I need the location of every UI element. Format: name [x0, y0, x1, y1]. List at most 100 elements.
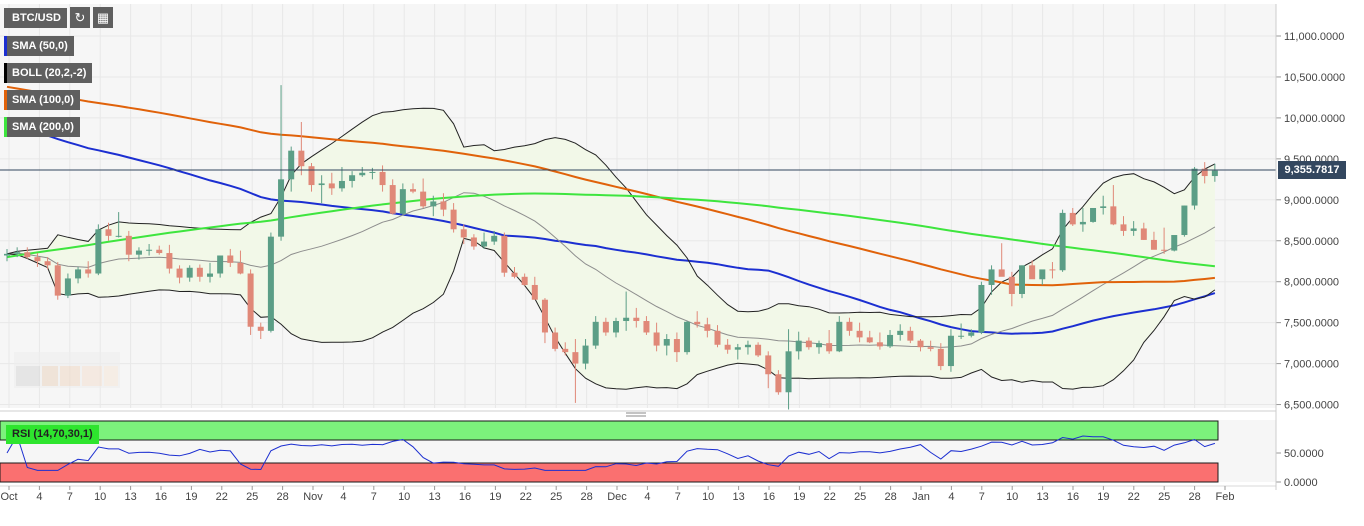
candle-body [217, 255, 224, 274]
candle-body [1130, 228, 1137, 231]
candle-body [552, 332, 559, 349]
legend-swatch-sma-100 [4, 90, 7, 110]
date-tick-label: 10 [1006, 491, 1018, 503]
candle-body [582, 345, 589, 364]
rsi-overbought-zone [0, 420, 1219, 441]
symbol-label[interactable]: BTC/USD [4, 8, 67, 28]
legend-bollinger[interactable]: BOLL (20,2,-2) [4, 63, 93, 83]
date-tick-label: 13 [124, 491, 136, 503]
rsi-label[interactable]: RSI (14,70,30,1) [6, 425, 99, 444]
date-tick-label: 13 [428, 491, 440, 503]
date-tick-label: 28 [884, 491, 896, 503]
time-axis: Oct 4 7 10 13 16 19 22 25 28 Nov 4 7 10 13 16 19 22 25 28 De… [0, 486, 1234, 503]
date-tick-label: 7 [979, 491, 985, 503]
candle-body [602, 321, 609, 333]
candle-body [4, 253, 10, 256]
candle-body [64, 278, 71, 296]
candle-body [673, 339, 680, 353]
price-tick-label: 10,500.0000 [1284, 72, 1345, 84]
candle-body [633, 317, 640, 322]
legend-sma-200[interactable]: SMA (200,0) [4, 117, 80, 137]
candle-body [978, 284, 985, 333]
date-tick-label: 16 [763, 491, 775, 503]
legend-sma-50[interactable]: SMA (50,0) [4, 36, 74, 56]
candle-body [257, 326, 264, 331]
date-tick-label: 13 [1036, 491, 1048, 503]
candle-body [1069, 212, 1076, 225]
panel-resize-handle[interactable] [626, 412, 646, 417]
candle-body [1029, 265, 1036, 280]
bollinger-upper-line [6, 107, 1216, 318]
candle-body [115, 235, 122, 237]
blurred-watermark [14, 352, 120, 388]
date-tick-label: 7 [371, 491, 377, 503]
candle-body [1161, 249, 1168, 251]
candle-body [278, 179, 285, 237]
candle-body [1140, 228, 1147, 240]
legend-sma-100[interactable]: SMA (100,0) [4, 90, 80, 110]
candle-body [846, 321, 853, 331]
candle-body [125, 235, 132, 255]
bollinger-lower-line [6, 237, 1216, 390]
date-tick-label: 19 [185, 491, 197, 503]
candle-body [186, 267, 193, 278]
candle-body [501, 235, 508, 273]
candle-body [156, 249, 163, 254]
date-tick-label: 25 [854, 491, 866, 503]
candle-body [724, 344, 731, 350]
price-tick-label: 8,000.0000 [1284, 277, 1339, 289]
calendar-icon[interactable]: ▦ [93, 7, 113, 28]
candle-body [836, 321, 843, 352]
price-tick-label: 8,500.0000 [1284, 236, 1339, 248]
candle-body [988, 269, 995, 285]
rsi-tick-label: 0.0000 [1284, 477, 1318, 489]
candle-body [917, 340, 924, 348]
candle-body [440, 201, 447, 210]
legend-swatch-bollinger [4, 63, 7, 83]
candle-body [44, 261, 51, 266]
candle-body [866, 337, 873, 343]
rsi-oversold-zone [0, 462, 1219, 483]
candle-body [947, 335, 954, 367]
candle-body [937, 348, 944, 367]
candle-body [562, 348, 569, 353]
price-tick-label: 9,000.0000 [1284, 195, 1339, 207]
candle-body [775, 374, 782, 393]
price-axis: 11,000.000010,500.000010,000.00009,500.0… [1276, 31, 1345, 412]
date-tick-label: 10 [398, 491, 410, 503]
candle-body [24, 252, 31, 258]
date-tick-label: 7 [675, 491, 681, 503]
candle-body [1019, 265, 1025, 294]
date-tick-label: 16 [459, 491, 471, 503]
date-tick-label: 28 [580, 491, 592, 503]
candle-body [734, 347, 741, 350]
date-tick-label: 22 [824, 491, 836, 503]
date-tick-label: 4 [644, 491, 650, 503]
candle-body [1181, 205, 1188, 236]
date-tick-label: Feb [1216, 491, 1235, 503]
candle-body [247, 273, 254, 327]
candle-body [663, 339, 670, 346]
candle-body [95, 229, 102, 274]
date-tick-label: 19 [793, 491, 805, 503]
date-tick-label: 28 [1188, 491, 1200, 503]
candle-body [1191, 168, 1198, 206]
candle-body [227, 255, 234, 263]
candle-body [795, 340, 802, 352]
candle-body [410, 189, 416, 192]
candle-body [968, 332, 975, 336]
candle-body [1049, 269, 1056, 271]
candle-body [521, 276, 528, 285]
refresh-icon[interactable]: ↻ [70, 7, 90, 28]
candle-body [135, 250, 142, 255]
date-tick-label: 16 [155, 491, 167, 503]
candle-body [694, 321, 701, 325]
candle-body [755, 344, 762, 356]
candle-body [511, 272, 518, 277]
bollinger-mid-line [6, 192, 1216, 348]
candle-body [338, 180, 345, 189]
candle-body [856, 330, 863, 338]
legend-swatch-sma-50 [4, 36, 7, 56]
candle-body [328, 183, 335, 189]
